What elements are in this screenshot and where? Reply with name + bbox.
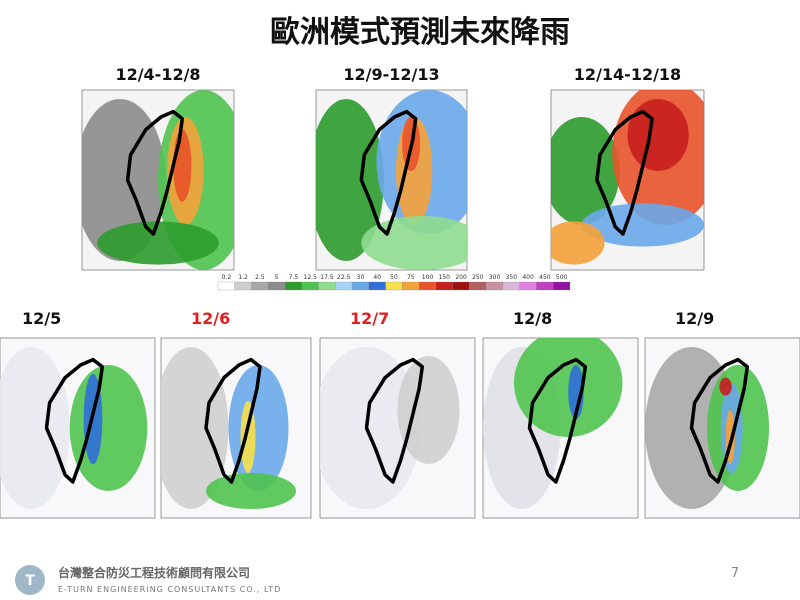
colorbar-swatch: [251, 281, 269, 291]
colorbar-swatch: [469, 281, 487, 291]
day-label: 12/9: [675, 309, 714, 328]
rain-field: [82, 90, 234, 270]
colorbar-swatch: [502, 281, 520, 291]
colorbar-label: 300: [489, 274, 501, 281]
rain-area: [320, 347, 421, 509]
colorbar-label: 40: [373, 274, 381, 281]
rain-area: [514, 338, 623, 437]
colorbar-label: 2.5: [255, 274, 265, 281]
rain-area: [240, 401, 256, 473]
colorbar-label: 7.5: [289, 274, 299, 281]
colorbar-swatch: [217, 281, 235, 291]
colorbar-label: 500: [556, 274, 568, 281]
rain-area: [551, 221, 605, 265]
colorbar-label: 17.5: [320, 274, 334, 281]
island-outline: [359, 109, 418, 236]
company-name-en: E-TURN ENGINEERING CONSULTANTS CO., LTD: [58, 585, 281, 594]
footer: T 台灣整合防災工程技術顧問有限公司 E-TURN ENGINEERING CO…: [15, 565, 739, 595]
rain-area: [719, 377, 732, 396]
day-label: 12/8: [513, 309, 552, 328]
colorbar-label: 30: [357, 274, 365, 281]
rain-area: [206, 473, 296, 509]
colorbar-swatch: [318, 281, 336, 291]
rain-area: [69, 365, 148, 491]
colorbar-swatch: [385, 281, 403, 291]
page-number: 7: [731, 566, 739, 581]
rain-area: [397, 356, 460, 464]
period-label: 12/14-12/18: [574, 65, 681, 84]
colorbar-swatch: [536, 281, 554, 291]
colorbar-label: 200: [455, 274, 467, 281]
island-outline: [527, 357, 588, 484]
rain-map: [0, 337, 156, 519]
colorbar-label: 250: [472, 274, 484, 281]
colorbar-label: 75: [407, 274, 415, 281]
rain-field: [645, 347, 769, 509]
island-outline: [125, 109, 185, 236]
colorbar-swatch: [519, 281, 537, 291]
colorbar-label: 150: [439, 274, 451, 281]
colorbar-swatch: [418, 281, 437, 291]
day-label: 12/5: [22, 309, 61, 328]
colorbar-label: 400: [522, 274, 534, 281]
colorbar-label: 50: [390, 274, 398, 281]
colorbar-label: 12.5: [304, 274, 318, 281]
island-outline: [204, 357, 262, 484]
colorbar-swatch: [402, 281, 420, 291]
colorbar-label: 0.2: [222, 274, 232, 281]
colorbar-swatch: [234, 281, 252, 291]
colorbar-swatch: [486, 281, 504, 291]
logo: [15, 565, 45, 595]
logo-mark: T: [25, 573, 35, 589]
colorbar-label: 22.5: [337, 274, 351, 281]
rain-map: [160, 337, 312, 519]
rain-area: [161, 347, 229, 509]
colorbar-swatch: [351, 281, 370, 291]
period-label: 12/9-12/13: [343, 65, 439, 84]
period-label: 12/4-12/8: [115, 65, 200, 84]
colorbar-label: 350: [506, 274, 518, 281]
colorbar-label: 1.2: [238, 274, 248, 281]
colorbar-swatch: [268, 281, 286, 291]
rain-area: [551, 117, 620, 225]
colorbar-swatch: [301, 281, 319, 291]
rain-area: [568, 365, 584, 419]
day-label: 12/7: [350, 309, 389, 328]
slide-title: 歐洲模式預測未來降雨: [270, 15, 570, 50]
rain-map: [550, 89, 705, 271]
colorbar-label: 100: [422, 274, 434, 281]
colorbar-label: 450: [539, 274, 551, 281]
island-outline: [44, 357, 105, 484]
rain-area: [97, 221, 219, 265]
colorbar-swatch: [435, 281, 453, 291]
rain-area: [0, 347, 70, 509]
rain-field: [0, 347, 148, 509]
colorbar-swatch: [284, 281, 302, 291]
rain-map: [644, 337, 800, 519]
rain-field: [161, 347, 296, 509]
colorbar-swatch: [452, 281, 470, 291]
island-outline: [595, 109, 654, 236]
rain-map: [81, 89, 235, 271]
colorbar-swatch: [335, 281, 353, 291]
colorbar-label: 5: [275, 274, 279, 281]
island-outline: [689, 357, 750, 484]
colorbar-swatch: [553, 281, 571, 291]
colorbar-swatch: [368, 281, 386, 291]
rain-area: [316, 99, 384, 261]
island-outline: [364, 357, 425, 484]
rain-map: [482, 337, 639, 519]
rain-map: [315, 89, 468, 271]
rain-map: [319, 337, 476, 519]
day-label: 12/6: [191, 309, 230, 328]
rain-field: [320, 347, 460, 509]
rain-area: [627, 99, 689, 171]
rain-area: [173, 129, 192, 202]
company-name: 台灣整合防災工程技術顧問有限公司: [58, 565, 250, 580]
